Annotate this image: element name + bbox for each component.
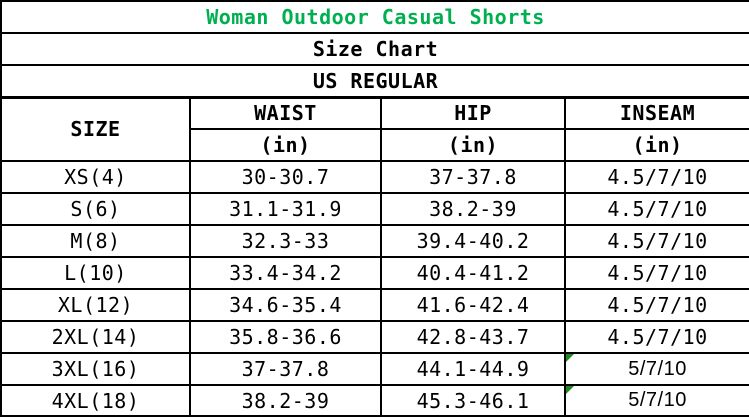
col-header-waist: WAIST bbox=[189, 95, 382, 130]
hip-cell: 44.1-44.9 bbox=[380, 352, 566, 386]
inseam-cell: 4.5/7/10 bbox=[563, 288, 749, 322]
col-unit-inseam: (in) bbox=[563, 128, 749, 162]
table-row: 2XL(14) 35.8-36.6 42.8-43.7 4.5/7/10 bbox=[0, 320, 749, 354]
col-header-size: SIZE bbox=[0, 95, 191, 162]
table-row: S(6) 31.1-31.9 38.2-39 4.5/7/10 bbox=[0, 192, 749, 226]
size-cell: XL(12) bbox=[0, 288, 191, 322]
size-cell: 4XL(18) bbox=[0, 384, 191, 417]
waist-cell: 34.6-35.4 bbox=[189, 288, 382, 322]
col-header-hip: HIP bbox=[380, 95, 566, 130]
waist-cell: 32.3-33 bbox=[189, 224, 382, 258]
product-title: Woman Outdoor Casual Shorts bbox=[0, 0, 749, 34]
table-row: XS(4) 30-30.7 37-37.8 4.5/7/10 bbox=[0, 160, 749, 194]
hip-cell: 40.4-41.2 bbox=[380, 256, 566, 290]
hip-cell: 42.8-43.7 bbox=[380, 320, 566, 354]
hip-cell: 45.3-46.1 bbox=[380, 384, 566, 417]
waist-cell: 38.2-39 bbox=[189, 384, 382, 417]
inseam-cell: 4.5/7/10 bbox=[563, 192, 749, 226]
hip-cell: 41.6-42.4 bbox=[380, 288, 566, 322]
waist-cell: 30-30.7 bbox=[189, 160, 382, 194]
size-cell: XS(4) bbox=[0, 160, 191, 194]
title-row: Woman Outdoor Casual Shorts bbox=[0, 0, 749, 34]
table-row: 3XL(16) 37-37.8 44.1-44.9 5/7/10 bbox=[0, 352, 749, 386]
size-cell: S(6) bbox=[0, 192, 191, 226]
col-unit-waist: (in) bbox=[189, 128, 382, 162]
chart-subtitle: Size Chart bbox=[0, 32, 749, 66]
col-unit-hip: (in) bbox=[380, 128, 566, 162]
inseam-cell: 5/7/10 bbox=[563, 384, 749, 417]
inseam-cell: 5/7/10 bbox=[563, 352, 749, 386]
cell-flag-triangle-icon bbox=[567, 387, 574, 394]
inseam-value: 5/7/10 bbox=[628, 389, 687, 411]
size-cell: 2XL(14) bbox=[0, 320, 191, 354]
column-unit-row: (in) (in) (in) bbox=[1, 128, 749, 162]
hip-cell: 38.2-39 bbox=[380, 192, 566, 226]
waist-cell: 37-37.8 bbox=[189, 352, 382, 386]
waist-cell: 35.8-36.6 bbox=[189, 320, 382, 354]
size-cell: M(8) bbox=[0, 224, 191, 258]
table-row: M(8) 32.3-33 39.4-40.2 4.5/7/10 bbox=[0, 224, 749, 258]
cell-flag-triangle-icon bbox=[567, 355, 574, 362]
table-row: L(10) 33.4-34.2 40.4-41.2 4.5/7/10 bbox=[0, 256, 749, 290]
subtitle-row: Size Chart bbox=[0, 32, 749, 66]
table-row: XL(12) 34.6-35.4 41.6-42.4 4.5/7/10 bbox=[0, 288, 749, 322]
waist-cell: 33.4-34.2 bbox=[189, 256, 382, 290]
inseam-cell: 4.5/7/10 bbox=[563, 160, 749, 194]
hip-cell: 37-37.8 bbox=[380, 160, 566, 194]
inseam-cell: 4.5/7/10 bbox=[563, 224, 749, 258]
inseam-value: 5/7/10 bbox=[628, 357, 687, 380]
inseam-cell: 4.5/7/10 bbox=[563, 256, 749, 290]
region-row: US REGULAR bbox=[0, 64, 749, 98]
waist-cell: 31.1-31.9 bbox=[189, 192, 382, 226]
size-cell: 3XL(16) bbox=[0, 352, 191, 386]
inseam-cell: 4.5/7/10 bbox=[563, 320, 749, 354]
column-header-row: SIZE WAIST HIP INSEAM bbox=[0, 95, 749, 162]
region-label: US REGULAR bbox=[0, 64, 749, 98]
size-cell: L(10) bbox=[0, 256, 191, 290]
col-header-inseam: INSEAM bbox=[563, 95, 749, 130]
hip-cell: 39.4-40.2 bbox=[380, 224, 566, 258]
table-row: 4XL(18) 38.2-39 45.3-46.1 5/7/10 bbox=[0, 384, 749, 417]
